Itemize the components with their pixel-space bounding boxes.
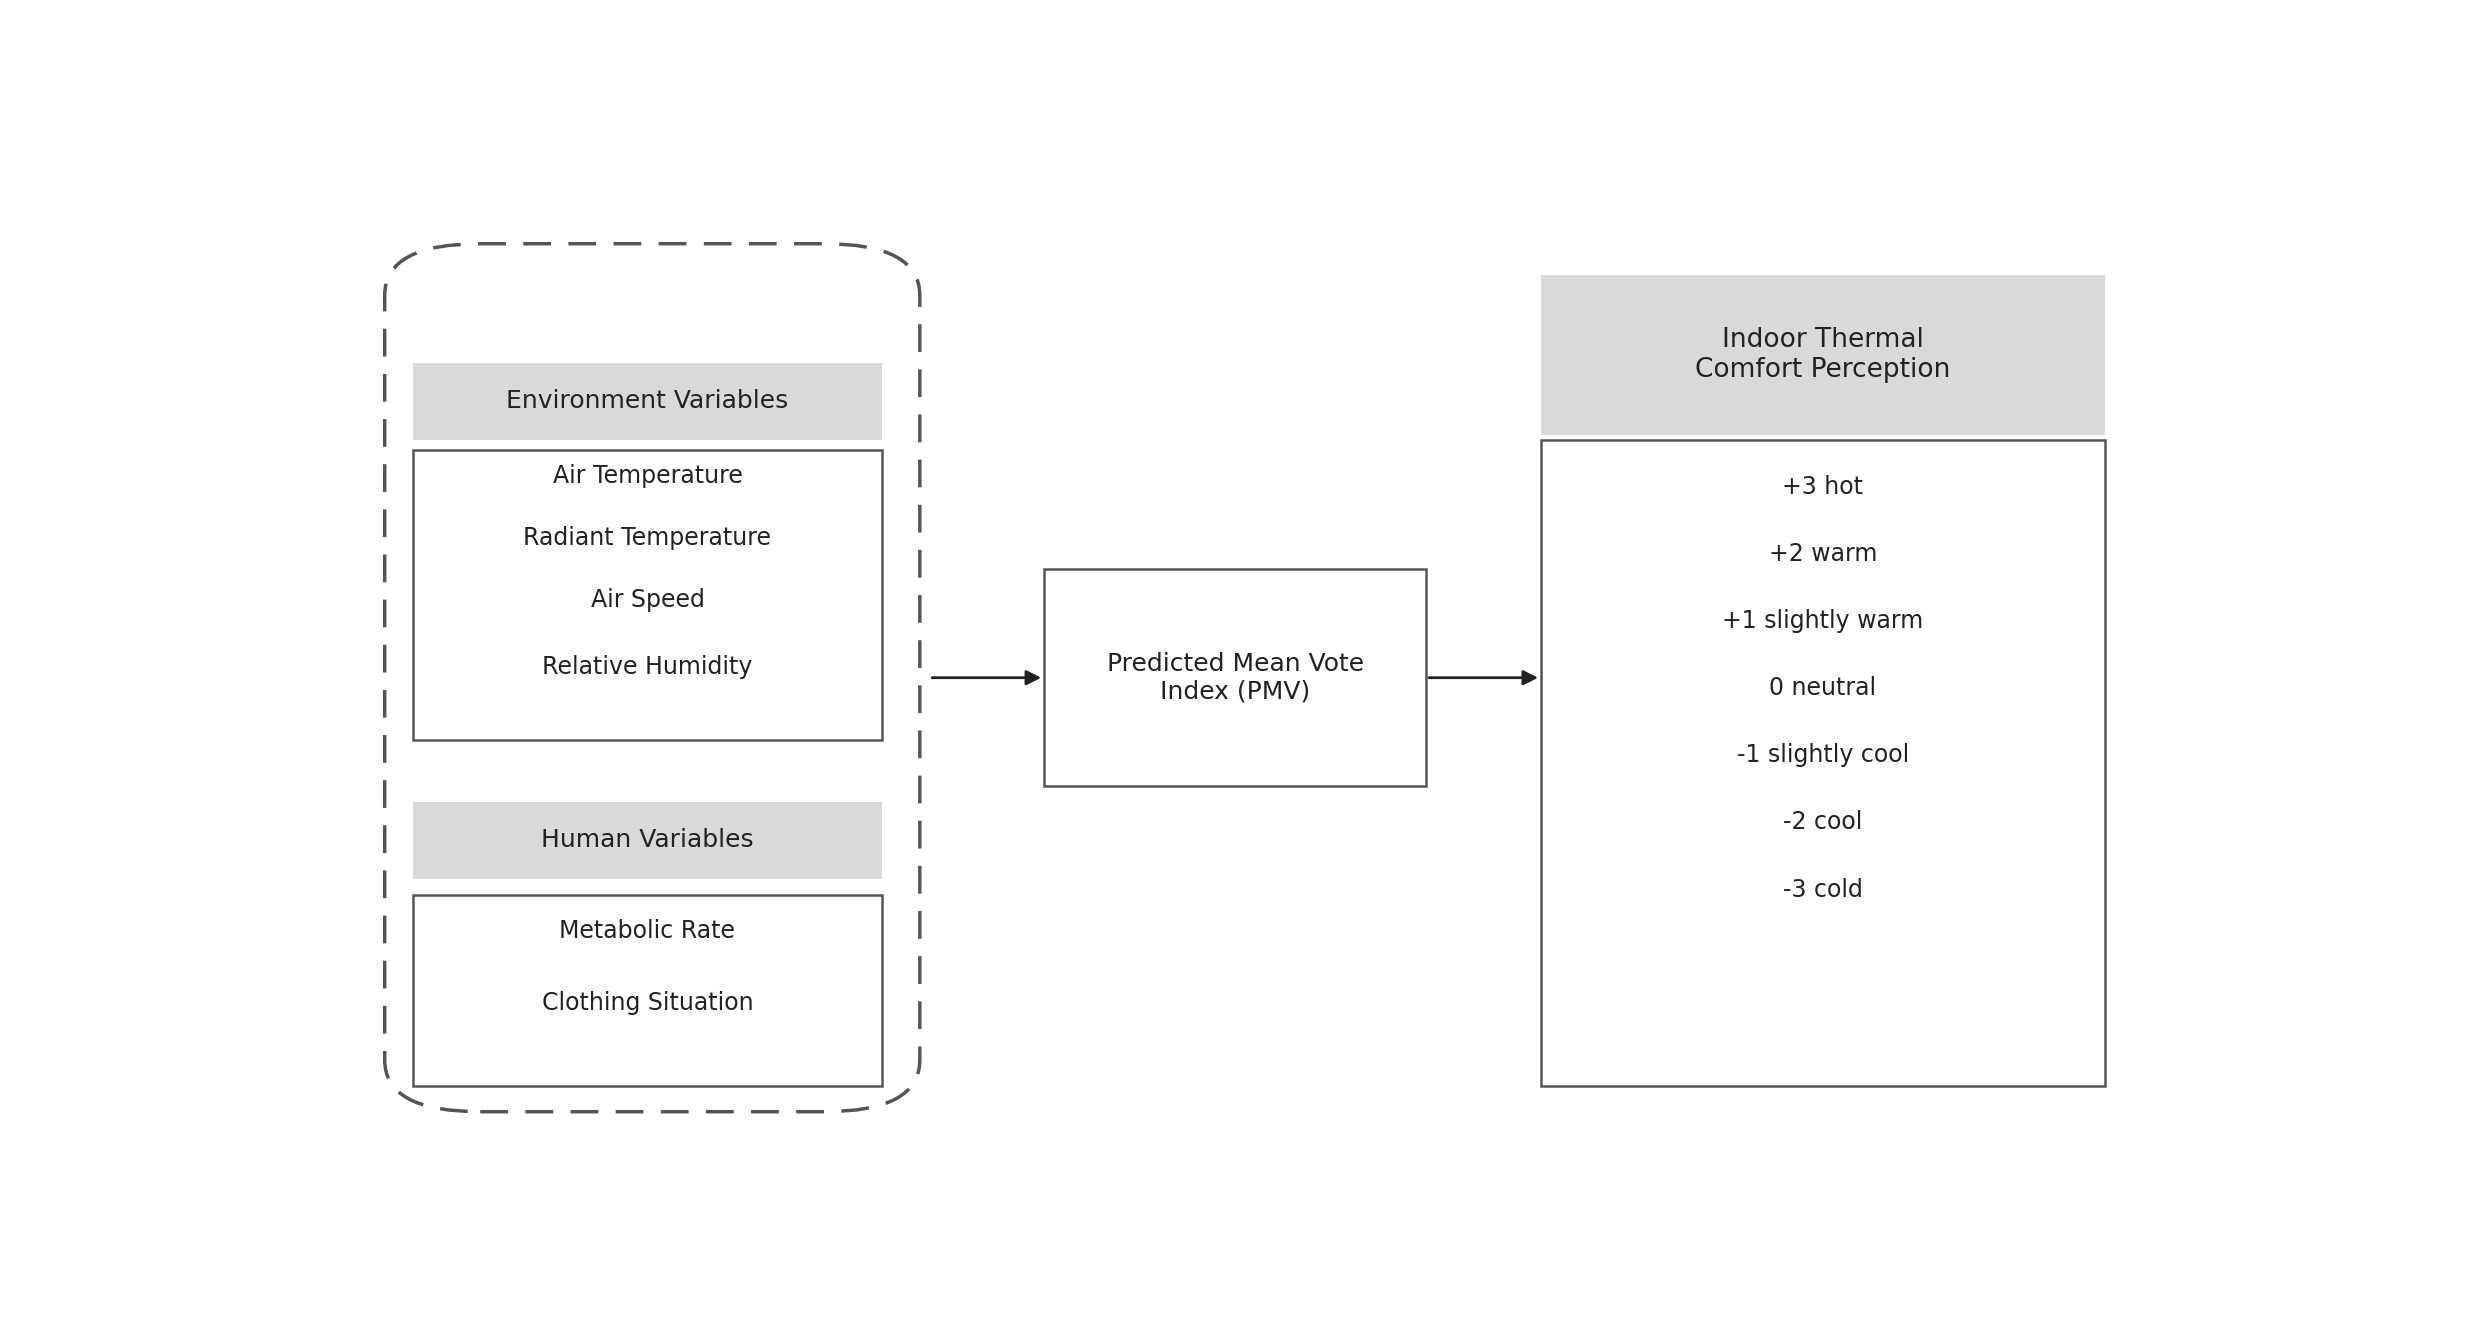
FancyBboxPatch shape (414, 801, 883, 879)
Text: Air Temperature: Air Temperature (552, 464, 742, 488)
FancyBboxPatch shape (414, 362, 883, 440)
Text: Relative Humidity: Relative Humidity (543, 655, 752, 679)
Text: +2 warm: +2 warm (1768, 542, 1877, 566)
Text: Predicted Mean Vote
Index (PMV): Predicted Mean Vote Index (PMV) (1107, 652, 1364, 703)
FancyBboxPatch shape (414, 895, 883, 1086)
Text: -3 cold: -3 cold (1783, 878, 1862, 902)
Text: +3 hot: +3 hot (1783, 475, 1864, 498)
FancyBboxPatch shape (414, 451, 883, 739)
Text: Clothing Situation: Clothing Situation (543, 992, 752, 1015)
Text: Indoor Thermal
Comfort Perception: Indoor Thermal Comfort Perception (1694, 327, 1951, 382)
FancyBboxPatch shape (1043, 569, 1425, 786)
Text: 0 neutral: 0 neutral (1768, 676, 1877, 701)
Text: Radiant Temperature: Radiant Temperature (523, 526, 772, 550)
Text: Air Speed: Air Speed (589, 588, 705, 612)
Text: Human Variables: Human Variables (540, 828, 755, 852)
Text: Metabolic Rate: Metabolic Rate (560, 919, 735, 943)
Text: +1 slightly warm: +1 slightly warm (1721, 609, 1923, 633)
FancyBboxPatch shape (1541, 275, 2103, 435)
FancyBboxPatch shape (1541, 440, 2103, 1086)
Text: -1 slightly cool: -1 slightly cool (1736, 743, 1909, 768)
Text: Environment Variables: Environment Variables (506, 389, 789, 413)
Text: -2 cool: -2 cool (1783, 811, 1862, 835)
